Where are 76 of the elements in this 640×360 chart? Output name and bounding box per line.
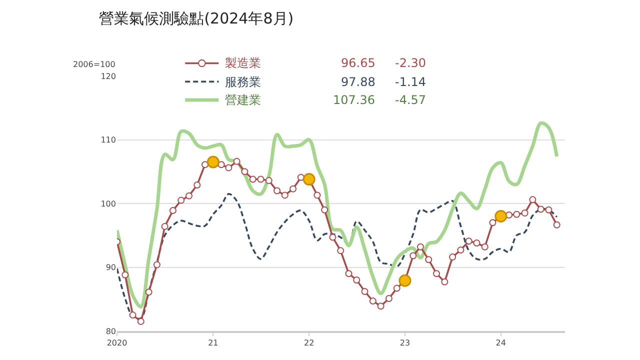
point — [433, 270, 440, 278]
point — [233, 158, 240, 165]
point — [529, 196, 536, 204]
point — [513, 210, 520, 218]
point — [425, 256, 432, 264]
point — [225, 164, 232, 172]
y-tick-label: 90 — [106, 263, 116, 272]
point — [494, 210, 508, 222]
annotation: -4.57 — [395, 93, 426, 107]
point — [314, 192, 321, 199]
point — [265, 177, 272, 184]
point — [521, 210, 528, 217]
x-tick-label: 21 — [208, 338, 218, 348]
point — [377, 302, 384, 310]
point — [489, 219, 496, 226]
point — [257, 176, 264, 183]
point — [137, 318, 144, 325]
y-tick-label: 100 — [100, 199, 116, 208]
y-tick-label: 110 — [100, 136, 116, 145]
point — [202, 161, 209, 168]
point — [302, 173, 316, 186]
point — [337, 247, 344, 254]
point — [473, 240, 480, 247]
point — [545, 206, 552, 214]
point — [441, 278, 448, 286]
point — [410, 252, 417, 260]
point — [345, 270, 352, 278]
point — [161, 222, 168, 230]
annotation: 97.88 — [341, 75, 376, 89]
point — [398, 274, 412, 287]
point — [416, 243, 424, 250]
x-tick-label: 2020 — [106, 338, 128, 348]
text: -2.30 — [395, 56, 426, 70]
point — [206, 156, 220, 168]
point — [553, 221, 560, 228]
y-tick-label: 80 — [106, 326, 116, 336]
text: 96.65 — [341, 56, 376, 70]
point — [369, 298, 376, 305]
legend-label: 製造業 — [225, 56, 261, 70]
point — [353, 276, 360, 284]
point — [449, 254, 456, 261]
point — [145, 288, 152, 296]
y-axis-title: 2006=100 — [73, 60, 116, 69]
point — [361, 288, 368, 295]
point — [321, 206, 328, 214]
point — [122, 271, 129, 278]
point — [465, 238, 472, 245]
point — [169, 207, 176, 214]
x-tick-label: 24 — [496, 338, 506, 348]
point — [290, 185, 297, 192]
y-tick-label: 120 — [100, 72, 116, 81]
annotation: -1.14 — [395, 75, 426, 89]
point — [186, 192, 192, 200]
legend-label: 營建業 — [225, 93, 261, 107]
x-tick-label: 22 — [304, 338, 314, 348]
point — [385, 294, 392, 302]
point — [297, 174, 304, 181]
point — [241, 168, 248, 176]
point — [481, 243, 488, 250]
point — [129, 312, 136, 319]
point — [153, 261, 160, 268]
point — [218, 161, 225, 168]
point — [194, 182, 201, 189]
point — [249, 176, 256, 183]
point — [178, 196, 185, 204]
annotation: 107.36 — [333, 93, 375, 107]
point — [457, 246, 464, 254]
point — [281, 192, 288, 199]
line-series — [117, 121, 559, 309]
point — [329, 234, 336, 241]
x-tick-label: 23 — [400, 338, 410, 348]
point — [393, 284, 400, 292]
legend-label: 服務業 — [225, 75, 261, 89]
point — [274, 187, 281, 194]
point — [537, 206, 544, 213]
chart-title: 營業氣候測驗點(2024年8月) — [99, 9, 294, 28]
